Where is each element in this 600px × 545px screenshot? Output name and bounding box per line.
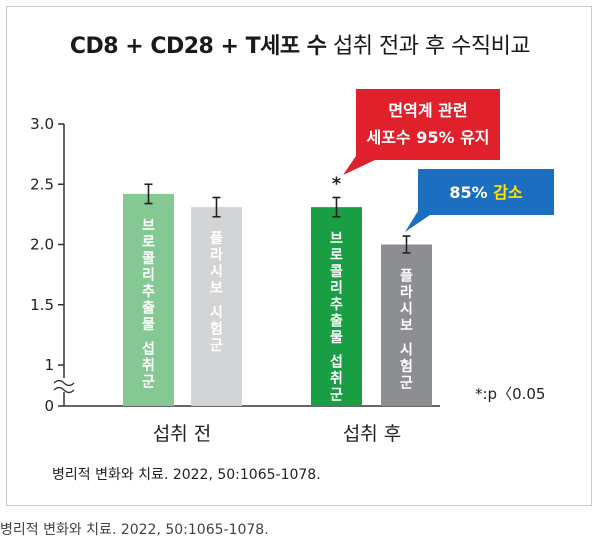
bar-label-char: 시 bbox=[400, 302, 413, 318]
bar-label-char: 리 bbox=[330, 281, 343, 297]
bar-label-char: 콜 bbox=[142, 251, 155, 267]
callout-blue-highlight: 감소 bbox=[493, 183, 523, 202]
axis-break-mark bbox=[53, 379, 75, 394]
bar-label-char: 브 bbox=[142, 218, 155, 234]
bar-label-char: 플 bbox=[400, 269, 413, 285]
callout-blue-text: 85% 감소 bbox=[449, 183, 523, 202]
bar-label-char: 험 bbox=[400, 358, 413, 375]
bar-label-char: 취 bbox=[142, 358, 155, 374]
bar-label-char: 추 bbox=[330, 297, 343, 313]
bar-label-char: 물 bbox=[142, 317, 155, 333]
citation-inner: 병리적 변화와 치료. 2022, 50:1065-1078. bbox=[52, 467, 321, 483]
bar-label-char: 로 bbox=[330, 248, 343, 264]
bar-label-char: 플 bbox=[210, 231, 223, 247]
bar-label-char: 보 bbox=[400, 318, 413, 334]
bar-label-char: 출 bbox=[330, 313, 343, 330]
bar-label-char: 시 bbox=[210, 264, 223, 280]
group-label: 섭취 전 bbox=[153, 423, 211, 445]
bar-label-char: 물 bbox=[330, 330, 343, 346]
callout-red-text: 면역계 관련 bbox=[388, 101, 467, 120]
bar-label-char: 출 bbox=[142, 299, 155, 316]
bar-label-char: 라 bbox=[210, 248, 223, 264]
y-tick-label: 2.5 bbox=[30, 175, 54, 193]
bar-label-char: 브 bbox=[330, 231, 343, 247]
bar-label-char: 섭 bbox=[142, 341, 155, 357]
significance-marker: * bbox=[332, 174, 342, 195]
citation-outer: 병리적 변화와 치료. 2022, 50:1065-1078. bbox=[0, 522, 269, 538]
y-tick-label: 0 bbox=[44, 397, 54, 415]
bar-label-char: 취 bbox=[330, 371, 343, 387]
bar bbox=[191, 207, 242, 406]
callout-red bbox=[343, 89, 500, 175]
bar-label-char: 군 bbox=[210, 338, 223, 354]
chart-title-rest: 섭취 전과 후 수직비교 bbox=[333, 34, 531, 59]
bar-label-char: 라 bbox=[400, 285, 413, 301]
bar-label-char: 군 bbox=[142, 374, 155, 390]
bar-label-char: 시 bbox=[210, 305, 223, 321]
bar-label-char: 험 bbox=[210, 321, 223, 338]
callout-blue bbox=[405, 169, 554, 232]
bar bbox=[381, 244, 432, 406]
bar-label-char: 추 bbox=[142, 284, 155, 300]
bar-label-char: 군 bbox=[330, 388, 343, 404]
bar-label-char: 콜 bbox=[330, 264, 343, 280]
y-tick-label: 1.5 bbox=[30, 296, 54, 314]
bar-label-char: 로 bbox=[142, 234, 155, 250]
bar-label-char: 보 bbox=[210, 281, 223, 297]
bar bbox=[311, 207, 362, 406]
group-label: 섭취 후 bbox=[343, 423, 401, 445]
y-tick-label: 1 bbox=[44, 356, 54, 374]
y-tick-label: 3.0 bbox=[30, 115, 54, 133]
callout-blue-number: 85% bbox=[449, 183, 493, 202]
callout-red-text: 세포수 95% 유지 bbox=[366, 128, 489, 147]
significance-note: *:p〈0.05 bbox=[475, 385, 545, 403]
y-tick-label: 2.0 bbox=[30, 236, 54, 254]
bar-label-char: 군 bbox=[400, 376, 413, 392]
bar-label-char: 섭 bbox=[330, 355, 343, 371]
bar-label-char: 시 bbox=[400, 343, 413, 359]
chart-title: CD8 + CD28 + T세포 수 섭취 전과 후 수직비교 bbox=[0, 28, 600, 60]
bar-label-char: 리 bbox=[142, 267, 155, 283]
chart-title-bold: CD8 + CD28 + T세포 수 bbox=[69, 34, 327, 59]
bar bbox=[123, 193, 174, 406]
